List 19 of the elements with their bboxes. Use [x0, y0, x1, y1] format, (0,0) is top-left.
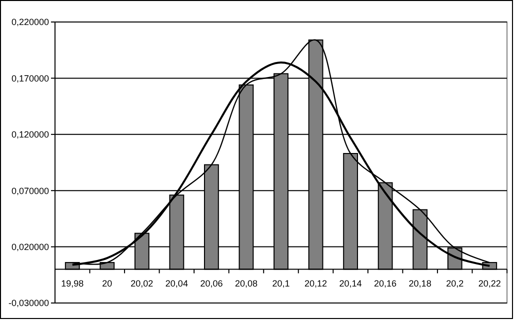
y-tick-label: -0,030000 — [8, 298, 49, 308]
y-tick-label: 0,020000 — [11, 242, 49, 252]
x-tick-label: 20 — [102, 278, 112, 288]
x-tick-label: 20,2 — [446, 278, 464, 288]
x-tick-label: 19,98 — [61, 278, 84, 288]
x-tick-label: 20,22 — [478, 278, 501, 288]
x-tick-label: 20,02 — [130, 278, 154, 288]
x-tick-label: 20,14 — [339, 278, 362, 288]
x-tick-label: 20,06 — [200, 278, 223, 288]
y-tick-label: 0,070000 — [11, 186, 49, 196]
y-tick-label: 0,170000 — [11, 73, 49, 84]
x-tick-label: 20,12 — [304, 278, 328, 288]
x-tick-label: 20,08 — [234, 278, 258, 288]
y-tick-label: 0,220000 — [11, 17, 49, 28]
x-tick-label: 20,04 — [165, 278, 188, 288]
x-tick-label: 20,18 — [408, 278, 432, 288]
x-tick-label: 20,1 — [272, 278, 290, 288]
y-tick-label: 0,120000 — [11, 130, 49, 140]
x-tick-label: 20,16 — [374, 278, 397, 288]
